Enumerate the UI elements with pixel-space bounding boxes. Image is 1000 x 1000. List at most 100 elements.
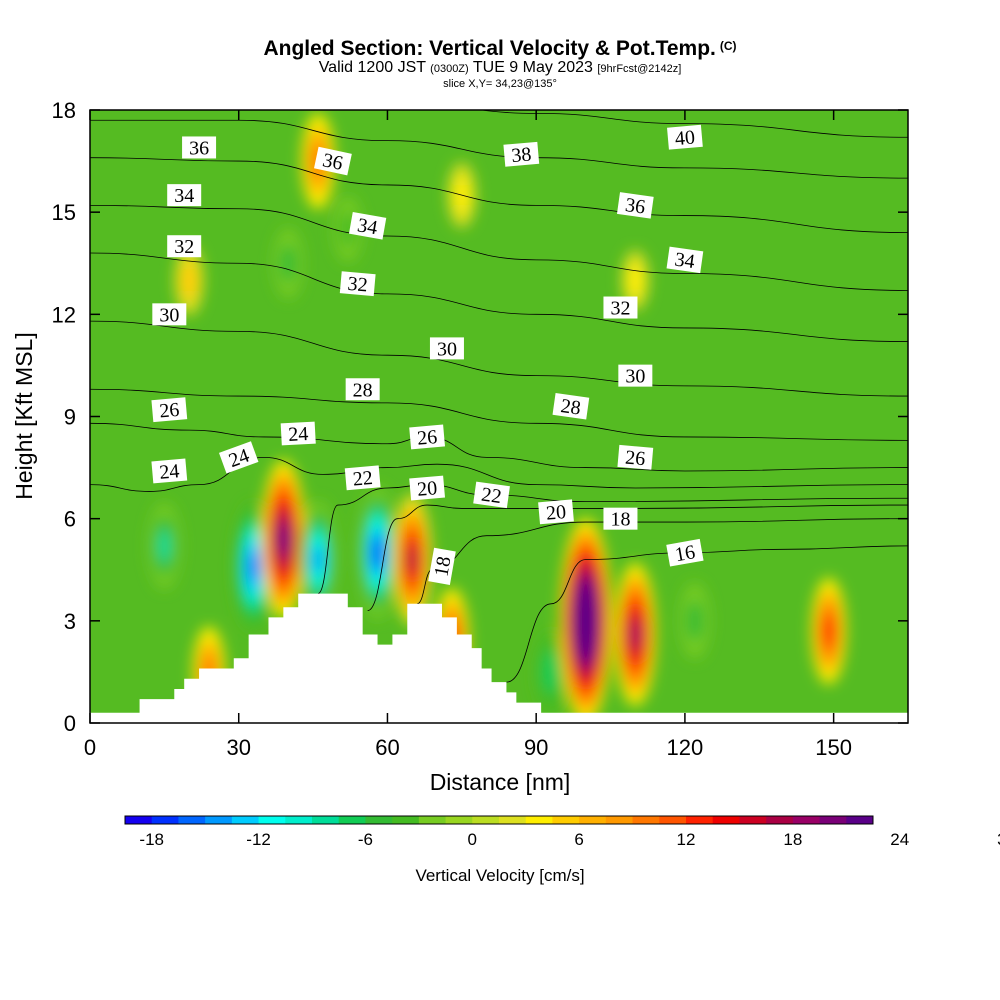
velocity-cell [630,619,641,650]
valid-time: Valid 1200 JST [318,59,426,76]
colorbar-swatch [258,816,286,824]
contour-label-text: 16 [673,541,697,566]
x-tick-label: 0 [84,735,96,760]
plot-area: 36 36 38 40 34 34 36 32 34 32 32 30 30 30 28 28 26 26 26 24… [90,110,908,723]
forecast-tag: [9hrFcst@2142z] [597,63,682,75]
valid-time-zulu: (0300Z) [430,63,469,75]
isentrope-20 [367,504,908,612]
velocity-cell [822,614,835,648]
colorbar-tick-label: -18 [139,830,164,849]
contour-label: 32 [339,271,376,297]
colorbar-swatch [285,816,313,824]
contour-label-text: 28 [353,379,373,401]
contour-label-bg [409,475,446,501]
contour-label: 20 [538,499,574,525]
contour-label: 20 [409,475,446,501]
contour-label: 26 [151,397,188,423]
isentrope-32 [90,252,908,342]
colorbar-tick-label: 0 [468,830,477,849]
isentrope-28 [90,388,908,441]
contour-label-bg [167,184,202,207]
colorbar-swatch [605,816,634,824]
contour-label: 36 [314,146,352,176]
y-tick-label: 3 [64,609,76,634]
colorbar-swatch [632,816,660,824]
contour-label: 34 [348,212,387,240]
contour-label: 32 [167,235,202,258]
contour-label-text: 32 [174,236,194,258]
velocity-cell [312,544,324,575]
colorbar-swatch [579,816,607,824]
contour-label-text: 20 [416,477,438,501]
contour-label: 22 [473,481,510,509]
contour-label: 18 [603,507,638,531]
contour-label-bg [409,424,446,450]
contour-label-bg [618,364,653,387]
contour-label-text: 38 [510,143,532,167]
y-tick-label: 6 [64,507,76,532]
colorbar-tick-label: 18 [783,830,802,849]
contour-label-text: 22 [352,467,374,491]
contour-label-text: 28 [559,395,582,420]
contour-label: 36 [616,192,654,219]
contour-label: 24 [280,421,316,446]
contour-label-text: 40 [674,126,696,150]
contour-label-text: 22 [480,484,503,509]
velocity-cell [581,606,591,635]
velocity-cell [157,528,171,563]
colorbar-swatch [686,816,714,824]
velocity-cell [280,243,297,283]
contour-label-text: 36 [624,194,647,219]
contour-label-bg [182,136,217,159]
contour-label-text: 32 [610,298,630,320]
colorbar-swatch [231,816,260,824]
contour-label: 40 [667,124,703,150]
colorbar-tick-label: -12 [246,830,271,849]
isentrope-38 [90,119,908,179]
colorbar-swatch [659,816,687,824]
valid-date: TUE 9 May 2023 [472,59,593,76]
contour-label: 34 [666,246,704,273]
colorbar-swatch [525,816,553,824]
isentrope-30 [90,320,908,397]
isentrope-16 [506,545,908,683]
isentrope-34 [90,204,908,291]
contour-label-text: 30 [437,338,457,360]
colorbar-swatch [712,816,740,824]
contour-label-bg [503,141,540,167]
contour-label: 32 [603,296,638,320]
contour-label-text: 36 [189,137,209,159]
contour-label: 26 [409,424,446,450]
colorbar: -18 -12 -6 0 6 12 18 24 30 [124,815,1000,849]
contour-label: 18 [428,547,456,585]
contour-label-text: 36 [321,149,345,175]
terrain-mask [90,593,908,723]
colorbar-swatch [205,816,233,824]
colorbar-swatch [739,816,767,824]
contour-label-text: 26 [158,399,180,423]
contour-label-bg [617,444,654,470]
colorbar-swatch [472,816,500,824]
y-tick-label: 15 [52,200,76,225]
colorbar-swatch [819,816,847,824]
velocity-cell [407,545,418,574]
contour-label-text: 18 [430,555,455,579]
colorbar-tick-label: 6 [574,830,583,849]
contour-label-bg [552,393,590,420]
colorbar-tick-label: -6 [358,830,373,849]
contour-label-bg [151,397,188,423]
contour-label: 34 [167,184,202,207]
velocity-cell [627,263,644,298]
y-tick-label: 9 [64,405,76,430]
colorbar-tick-label: 24 [890,830,909,849]
terrain [90,593,908,723]
contour-label-bg [218,441,259,474]
contour-label-bg [167,235,202,258]
contour-label-text: 24 [158,460,180,484]
y-axis-label: Height [Kft MSL] [11,332,37,499]
isentrope-22 [317,484,908,594]
colorbar-swatch [365,816,393,824]
colorbar-frame [124,815,874,825]
contour-label-bg [344,465,381,491]
